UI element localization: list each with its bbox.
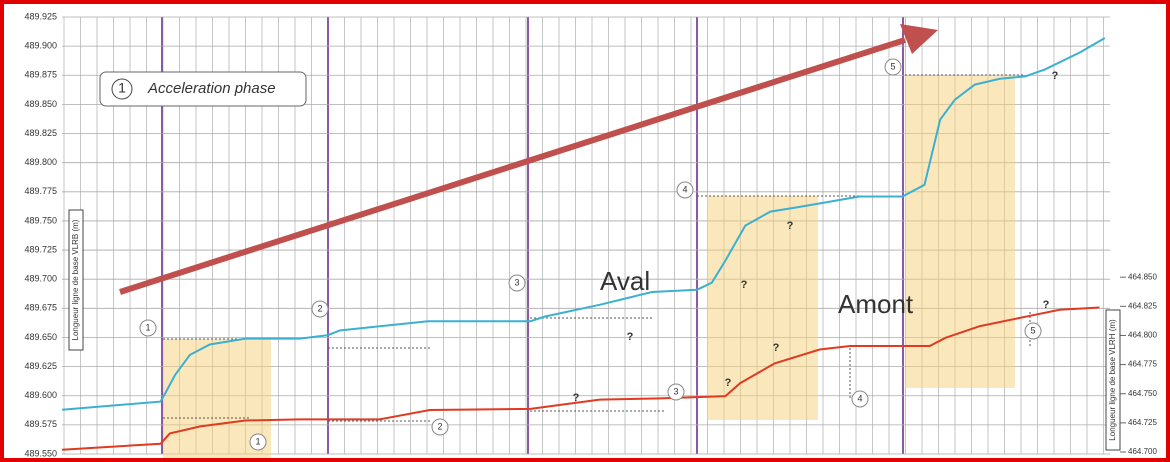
series-line xyxy=(61,37,1106,411)
step-number: 5 xyxy=(890,61,895,71)
y-tick-label: 489.750 xyxy=(24,215,57,225)
question-mark: ? xyxy=(573,392,580,404)
arrow-shaft xyxy=(119,37,906,295)
phase-box xyxy=(905,75,1015,388)
step-circle xyxy=(431,418,449,436)
legend-number: 1 xyxy=(118,80,126,96)
series-line xyxy=(61,306,1100,451)
y2-tick-label: 464.825 xyxy=(1128,301,1157,310)
y2-tick-label: 464.800 xyxy=(1128,331,1157,340)
arrow-head xyxy=(900,24,938,54)
y2-tick-label: 464.775 xyxy=(1128,360,1157,369)
legend-box: 1 Acceleration phase xyxy=(99,71,307,107)
guides xyxy=(163,74,1031,422)
question-mark: ? xyxy=(1043,299,1050,311)
legend-text: Acceleration phase xyxy=(147,80,276,97)
question-mark: ? xyxy=(787,220,794,232)
y-axis-title: Longueur ligne de base VLRB (m) xyxy=(71,219,80,340)
y2-tick-label: 464.750 xyxy=(1128,389,1157,398)
question-mark: ? xyxy=(1052,70,1059,82)
y-title-box: Longueur ligne de base VLRB (m) xyxy=(68,209,84,351)
question-mark: ? xyxy=(627,331,634,343)
step-circle xyxy=(139,319,157,337)
step-circle xyxy=(311,300,329,318)
step-number: 5 xyxy=(1030,325,1035,335)
y-tick-label: 489.650 xyxy=(24,332,57,342)
step-number: 2 xyxy=(317,303,322,313)
step-circle xyxy=(667,383,685,401)
question-mark: ? xyxy=(741,279,748,291)
trend-arrow xyxy=(119,24,938,295)
step-circle xyxy=(676,181,694,199)
step-number: 3 xyxy=(514,277,519,287)
phase-box xyxy=(707,196,818,420)
y-tick-label: 489.675 xyxy=(24,303,57,313)
y-tick-label: 489.825 xyxy=(24,128,57,138)
step-number: 4 xyxy=(682,184,687,194)
y-tick-label: 489.800 xyxy=(24,157,57,167)
series-label: Amont xyxy=(838,289,914,319)
y2-tick-label: 464.700 xyxy=(1128,447,1157,456)
legend-circle xyxy=(111,78,133,100)
y-tick-label: 489.700 xyxy=(24,274,57,284)
step-circle xyxy=(851,390,869,408)
y2-title-frame xyxy=(1105,309,1121,451)
step-number: 3 xyxy=(673,386,678,396)
y-title-frame xyxy=(68,209,84,351)
y2-tick-label: 464.725 xyxy=(1128,418,1157,427)
step-number: 1 xyxy=(145,322,150,332)
series-label: Aval xyxy=(600,266,650,296)
y-tick-label: 489.600 xyxy=(24,390,57,400)
y-tick-label: 489.900 xyxy=(24,41,57,51)
series xyxy=(61,37,1106,451)
y-tick-label: 489.550 xyxy=(24,448,57,458)
y-tick-label: 489.925 xyxy=(24,11,57,21)
guide xyxy=(328,347,430,422)
guide xyxy=(163,338,250,419)
y2-axis-title: Longueur ligne de base VLRH (m) xyxy=(1108,319,1117,441)
step-circle xyxy=(249,433,267,451)
question-mark: ? xyxy=(725,377,732,389)
step-circle xyxy=(508,274,526,292)
question-mark: ? xyxy=(773,342,780,354)
y-tick-label: 489.575 xyxy=(24,419,57,429)
step-circle xyxy=(1024,322,1042,340)
legend-frame xyxy=(99,71,307,107)
guide xyxy=(530,317,665,412)
y-tick-label: 489.775 xyxy=(24,186,57,196)
y-tick-label: 489.850 xyxy=(24,99,57,109)
y-tick-label: 489.625 xyxy=(24,361,57,371)
annotations: Aval Amont 1 1 2 2 3 3 4 4 5 5???????? xyxy=(139,58,1059,451)
step-number: 1 xyxy=(255,436,260,446)
y-tick-label: 489.875 xyxy=(24,70,57,80)
step-number: 2 xyxy=(437,421,442,431)
y-tick-label: 489.725 xyxy=(24,244,57,254)
y2-title-box: Longueur ligne de base VLRH (m) xyxy=(1105,309,1121,451)
y2-tick-label: 464.850 xyxy=(1128,272,1157,281)
step-circle xyxy=(884,58,902,76)
step-number: 4 xyxy=(857,393,862,403)
